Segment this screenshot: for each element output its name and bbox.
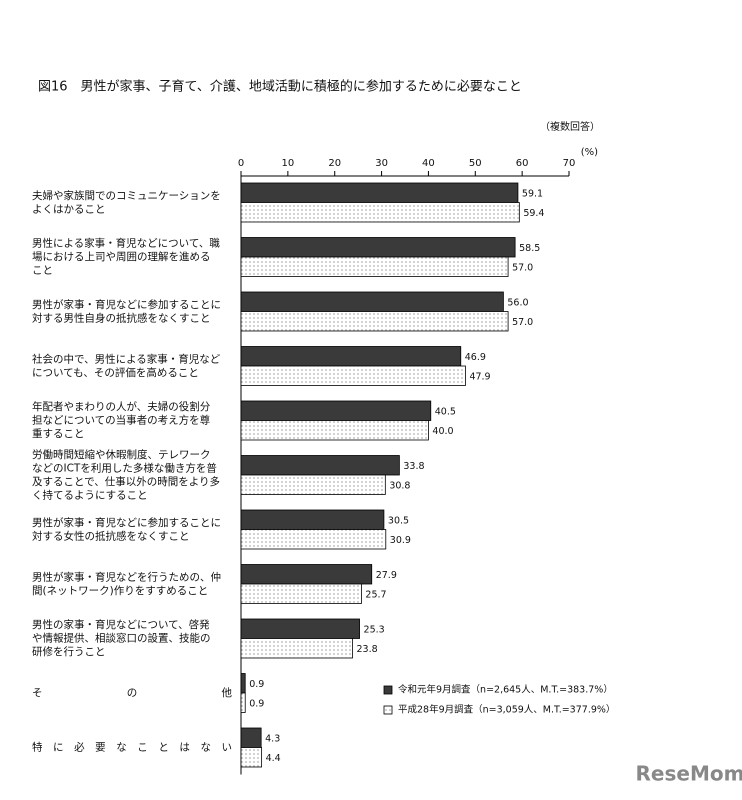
category-label: 対する男性自身の抵抗感をなくすこと	[32, 311, 211, 324]
note: （複数回答）	[540, 120, 600, 133]
x-tick-label: 0	[238, 158, 244, 169]
x-tick-label: 40	[422, 158, 435, 169]
category-label: や情報提供、相談窓口の設置、技能の	[32, 632, 211, 645]
x-tick-label: 10	[281, 158, 294, 169]
category-label: く持てるようにすること	[32, 488, 148, 501]
bar	[240, 474, 386, 495]
category-label: こと	[32, 265, 53, 277]
value-label: 58.5	[519, 243, 540, 254]
value-label: 0.9	[249, 698, 264, 709]
value-label: 4.3	[265, 733, 280, 744]
legend-swatch	[383, 685, 393, 695]
x-tick-label: 30	[375, 158, 388, 169]
value-label: 0.9	[249, 679, 264, 690]
value-label: 59.1	[522, 188, 543, 199]
category-label: 年配者やまわりの人が、夫婦の役割分	[32, 400, 211, 413]
bar	[240, 747, 263, 768]
value-label: 47.9	[469, 371, 490, 382]
bar	[240, 237, 516, 258]
value-label: 33.8	[403, 461, 424, 472]
bar	[240, 618, 360, 639]
category-label: 場における上司や周囲の理解を進める	[32, 250, 211, 263]
watermark: ReseMom	[636, 762, 742, 786]
category-label: 特に必要なことはない	[32, 741, 232, 754]
bar	[240, 455, 400, 476]
value-label: 57.0	[512, 262, 533, 273]
bar	[240, 509, 385, 530]
value-label: 23.8	[357, 644, 378, 655]
category-label: 男性による家事・育児などについて、職	[32, 237, 220, 250]
bar	[240, 365, 466, 386]
category-label: 及することで、仕事以外の時間をより多	[32, 475, 220, 488]
bar	[240, 564, 373, 585]
bar	[240, 182, 519, 203]
value-label: 25.7	[365, 589, 386, 600]
legend-label: 令和元年9月調査（n=2,645人、M.T.=383.7%）	[398, 684, 613, 696]
bar	[240, 256, 509, 277]
value-label: 30.9	[390, 535, 411, 546]
bar	[240, 400, 432, 421]
x-tick-label: 60	[516, 158, 529, 169]
category-label: 研修を行うこと	[32, 645, 106, 658]
category-label: などのICTを利用した多様な働き方を普	[32, 461, 217, 474]
unit: (%)	[581, 147, 598, 158]
value-label: 46.9	[465, 352, 486, 363]
x-tick-label: 20	[328, 158, 341, 169]
value-label: 25.3	[364, 624, 385, 635]
category-label: よくはかること	[32, 203, 106, 215]
category-label: 対する女性の抵抗感をなくすこと	[32, 529, 190, 542]
value-label: 40.5	[435, 406, 456, 417]
x-tick-label: 70	[563, 158, 576, 169]
bar	[240, 420, 429, 441]
bar	[240, 727, 262, 748]
legend-label: 平成28年9月調査（n=3,059人、M.T.=377.9%）	[398, 704, 615, 716]
category-label: 労働時間短縮や休暇制度、テレワーク	[32, 448, 211, 461]
legend-swatch	[383, 705, 393, 715]
x-tick-label: 50	[469, 158, 482, 169]
category-label: 担などについての当事者の考え方を尊	[32, 414, 210, 427]
value-label: 56.0	[507, 297, 528, 308]
category-label: 夫婦や家族間でのコミュニケーションを	[32, 189, 221, 202]
category-label: その他	[32, 686, 233, 699]
chart-title: 図16 男性が家事、子育て、介護、地域活動に積極的に参加するために必要なこと	[38, 79, 522, 95]
bar	[240, 346, 462, 367]
category-label: 男性が家事・育児などに参加することに	[32, 298, 221, 311]
bar	[240, 291, 504, 312]
bar	[240, 202, 520, 223]
category-label: 社会の中で、男性による家事・育児など	[32, 352, 221, 365]
value-label: 4.4	[266, 753, 281, 764]
bar	[240, 638, 353, 659]
bar	[240, 692, 246, 713]
category-label: 重すること	[32, 427, 85, 440]
bar	[240, 673, 246, 694]
value-label: 27.9	[376, 570, 397, 581]
category-label: についても、その評価を高めること	[32, 366, 199, 379]
value-label: 40.0	[432, 426, 453, 437]
category-label: 男性の家事・育児などについて、啓発	[32, 618, 210, 631]
value-label: 30.5	[388, 515, 409, 526]
value-label: 57.0	[512, 317, 533, 328]
category-label: 男性が家事・育児などを行うための、仲	[32, 570, 221, 583]
bar	[240, 529, 387, 550]
category-label: 男性が家事・育児などに参加することに	[32, 516, 221, 529]
bar	[240, 583, 362, 604]
bar	[240, 311, 509, 332]
value-label: 59.4	[523, 208, 544, 219]
value-label: 30.8	[389, 480, 410, 491]
category-label: 間(ネットワーク)作りをすすめること	[32, 585, 208, 597]
